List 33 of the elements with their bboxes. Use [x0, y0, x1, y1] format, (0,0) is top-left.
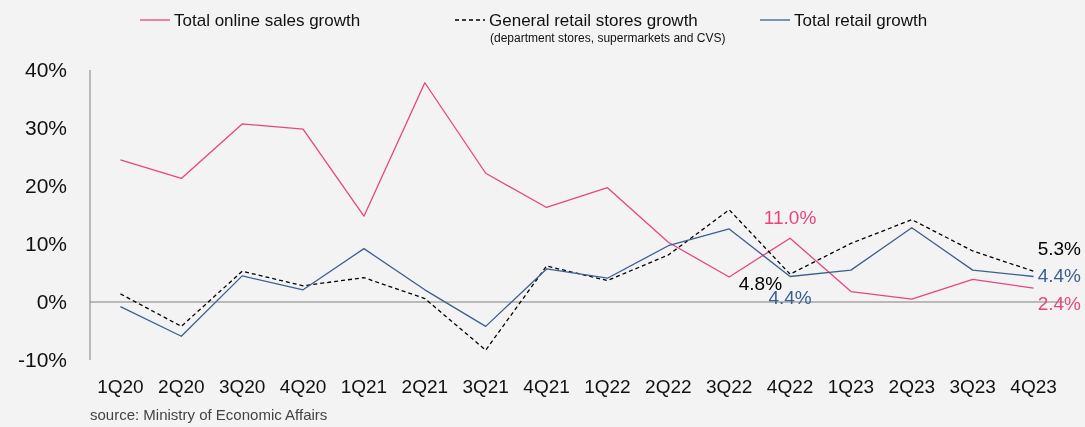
- legend-label: Total online sales growth: [174, 10, 361, 30]
- y-tick-label: -10%: [17, 348, 67, 372]
- x-tick-label: 4Q21: [523, 376, 570, 397]
- data-label: 2.4%: [1037, 293, 1082, 315]
- x-tick-label: 3Q22: [705, 376, 753, 397]
- data-label: 5.3%: [1037, 238, 1082, 260]
- legend-label: Total retail growth: [794, 10, 928, 30]
- x-tick-label: 2Q23: [888, 376, 936, 397]
- y-tick-label: 20%: [24, 174, 67, 198]
- x-tick-label: 2Q20: [158, 376, 205, 397]
- x-tick-label: 4Q22: [766, 376, 814, 397]
- source-note: source: Ministry of Economic Affairs: [90, 406, 328, 423]
- y-tick-label: 0%: [36, 290, 67, 314]
- x-tick-label: 2Q22: [645, 376, 692, 397]
- x-tick-label: 3Q21: [462, 376, 509, 397]
- y-tick-label: 40%: [24, 58, 67, 82]
- text: (department stores, supermarkets and CVS): [490, 31, 726, 45]
- y-tick-label: 10%: [24, 232, 67, 256]
- x-tick-label: 1Q22: [584, 376, 631, 397]
- x-tick-label: 1Q21: [340, 376, 388, 397]
- line-series: [119, 209, 1035, 351]
- x-tick-label: 4Q20: [279, 376, 327, 397]
- x-tick-label: 4Q23: [1010, 376, 1057, 397]
- x-tick-label: 3Q20: [218, 376, 266, 397]
- line-series: [119, 227, 1035, 337]
- y-tick-label: 30%: [24, 116, 67, 140]
- x-tick-label: 3Q23: [949, 376, 996, 397]
- data-label: 4.4%: [1037, 265, 1082, 287]
- legend-label: General retail stores growth: [489, 10, 698, 30]
- x-tick-label: 1Q23: [827, 376, 875, 397]
- x-tick-label: 1Q20: [97, 376, 144, 397]
- x-tick-label: 2Q21: [401, 376, 449, 397]
- data-label: 11.0%: [763, 207, 817, 229]
